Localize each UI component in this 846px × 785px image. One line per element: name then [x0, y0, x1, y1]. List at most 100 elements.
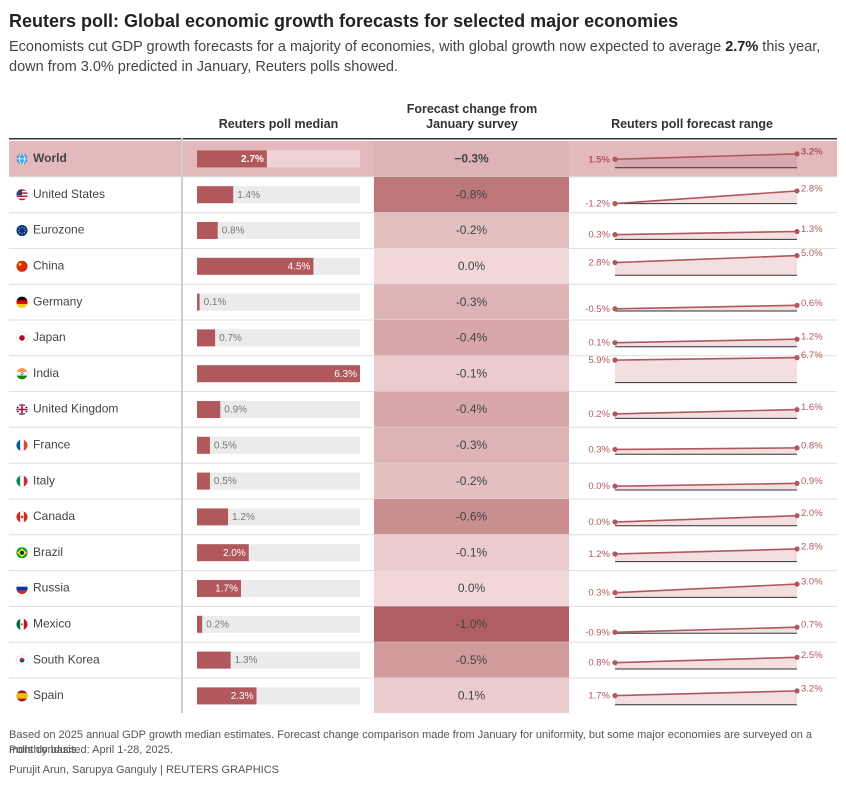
flag-outline	[16, 332, 28, 344]
change-label-italy: -0.2%	[456, 474, 488, 488]
range-area-italy	[615, 483, 797, 490]
change-label-china: 0.0%	[458, 259, 486, 273]
change-cell-spain	[374, 678, 569, 713]
median-label-spain: 2.3%	[231, 691, 254, 702]
mexico-flag-icon	[16, 618, 28, 631]
median-track-eurozone	[197, 222, 360, 239]
flag-outline	[16, 367, 28, 380]
flag-part	[16, 583, 28, 587]
range-low-point-germany	[612, 306, 618, 312]
range-high-label-italy: 0.9%	[801, 476, 823, 487]
range-low-label-spain: 1.7%	[588, 691, 610, 702]
change-cell-italy	[374, 463, 569, 499]
range-low-point-south-korea	[612, 660, 618, 666]
range-high-label-mexico: 0.7%	[801, 620, 823, 631]
range-low-point-brazil	[612, 551, 618, 557]
flag-part	[16, 195, 28, 198]
median-bar-united-kingdom	[197, 401, 221, 418]
change-cell-brazil	[374, 534, 569, 571]
flag-part	[16, 695, 28, 699]
canada-leaf	[20, 515, 24, 519]
flag-body	[16, 368, 28, 380]
flag-part	[16, 693, 28, 697]
range-line-italy	[614, 482, 798, 488]
median-bar-russia	[197, 580, 241, 597]
range-line-world	[614, 153, 798, 161]
eu-star	[18, 229, 20, 232]
flag-outline	[16, 546, 28, 559]
country-label-world: World	[33, 151, 67, 165]
flag-part	[23, 618, 28, 630]
median-label-united-states: 1.4%	[237, 190, 260, 201]
russia-flag-icon	[16, 582, 28, 595]
range-high-label-united-kingdom: 1.6%	[801, 402, 823, 413]
flag-part	[16, 198, 28, 201]
median-track-japan	[197, 329, 360, 347]
range-line-russia	[614, 583, 798, 594]
range-high-point-canada	[794, 513, 800, 519]
change-cell-eurozone	[374, 212, 569, 249]
range-area-united-kingdom	[615, 409, 797, 419]
range-area-spain	[615, 690, 797, 705]
flag-body	[16, 296, 28, 308]
change-label-spain: 0.1%	[458, 689, 486, 703]
median-bar-canada	[197, 508, 229, 526]
flag-part	[16, 375, 28, 380]
italy-flag-icon	[16, 475, 28, 487]
change-label-world: −0.3%	[454, 152, 489, 166]
change-label-japan: -0.4%	[456, 331, 488, 345]
flag-part	[16, 590, 28, 594]
change-cell-united-kingdom	[374, 391, 569, 428]
range-area-world	[615, 153, 797, 168]
range-line-united-kingdom	[614, 408, 798, 415]
country-label-mexico: Mexico	[33, 616, 71, 630]
range-area-eurozone	[615, 231, 797, 240]
range-line-spain	[614, 690, 798, 697]
country-label-united-states: United States	[33, 187, 105, 201]
range-high-label-france: 0.8%	[801, 440, 823, 451]
median-label-india: 6.3%	[334, 369, 357, 380]
median-bar-brazil	[197, 544, 249, 562]
range-low-point-france	[612, 446, 618, 453]
range-low-point-china	[612, 259, 618, 266]
uk-flag-icon	[16, 403, 28, 416]
flag-part	[20, 439, 25, 451]
range-high-label-united-states: 2.8%	[801, 183, 823, 194]
change-label-united-states: -0.8%	[456, 187, 488, 201]
flag-part	[16, 197, 28, 199]
spain-flag-icon	[16, 690, 28, 702]
median-track-germany	[197, 293, 360, 311]
range-low-label-china: 2.8%	[588, 258, 610, 269]
india-flag-icon	[16, 367, 28, 380]
country-label-united-kingdom: United Kingdom	[33, 402, 118, 416]
flag-part	[16, 618, 21, 630]
range-area-india	[615, 357, 797, 383]
range-low-label-world: 1.5%	[588, 154, 610, 165]
range-low-label-south-korea: 0.8%	[588, 658, 610, 669]
range-line-japan	[614, 338, 798, 344]
country-label-russia: Russia	[33, 581, 70, 595]
country-label-canada: Canada	[33, 509, 75, 523]
range-high-label-canada: 2.0%	[801, 508, 823, 519]
range-line-brazil	[614, 548, 798, 555]
flag-part	[23, 439, 28, 451]
flag-part	[16, 189, 22, 196]
change-label-canada: -0.6%	[456, 510, 488, 524]
flag-body	[16, 439, 28, 451]
flag-body	[16, 654, 28, 666]
column-header-range: Reuters poll forecast range	[611, 117, 773, 131]
change-label-south-korea: -0.5%	[456, 653, 488, 667]
median-label-eurozone: 0.8%	[222, 226, 245, 237]
range-line-eurozone	[614, 230, 798, 236]
eu-star	[23, 232, 25, 234]
median-bar-germany	[197, 293, 200, 311]
range-low-label-mexico: -0.9%	[585, 627, 610, 638]
range-low-label-russia: 0.3%	[588, 588, 610, 599]
change-cell-canada	[374, 499, 569, 535]
japan-flag-icon	[16, 332, 28, 344]
range-area-russia	[615, 584, 797, 598]
change-cell-india	[374, 355, 569, 392]
range-low-label-united-kingdom: 0.2%	[588, 409, 610, 420]
median-label-japan: 0.7%	[219, 333, 242, 344]
change-cell-japan	[374, 320, 569, 356]
